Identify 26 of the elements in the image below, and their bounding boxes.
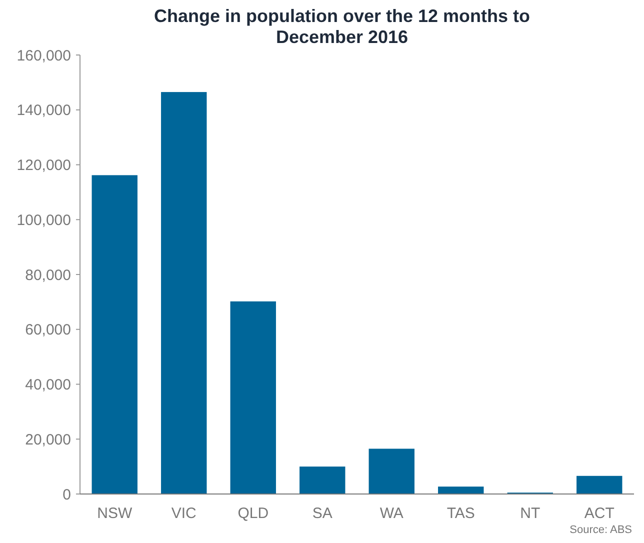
source-note: Source: ABS bbox=[570, 524, 632, 536]
x-tick-label: NSW bbox=[97, 505, 133, 522]
x-tick-label: TAS bbox=[446, 505, 475, 522]
bar bbox=[92, 175, 138, 494]
x-tick-label: ACT bbox=[584, 505, 614, 522]
bar bbox=[300, 466, 346, 494]
bar bbox=[368, 448, 414, 494]
chart-title: Change in population over the 12 months to December 2016 bbox=[154, 6, 530, 47]
y-tick-label: 140,000 bbox=[16, 102, 71, 120]
x-tick-label: WA bbox=[380, 505, 404, 522]
bar bbox=[161, 92, 207, 494]
x-tick-label: NT bbox=[520, 505, 540, 522]
y-tick-label: 60,000 bbox=[25, 322, 71, 339]
x-tick-label: QLD bbox=[238, 505, 269, 522]
y-tick-label: 100,000 bbox=[16, 212, 71, 229]
y-tick-label: 40,000 bbox=[25, 376, 71, 394]
bar bbox=[230, 301, 276, 494]
y-tick-label: 160,000 bbox=[16, 47, 71, 64]
bar bbox=[576, 476, 622, 494]
y-tick-label: 120,000 bbox=[16, 157, 71, 174]
y-tick-label: 80,000 bbox=[25, 266, 71, 284]
x-tick-label: SA bbox=[312, 505, 332, 522]
y-tick-label: 20,000 bbox=[25, 431, 71, 448]
x-tick-label: VIC bbox=[171, 505, 197, 522]
bar bbox=[438, 486, 484, 494]
y-tick-label: 0 bbox=[62, 486, 71, 504]
